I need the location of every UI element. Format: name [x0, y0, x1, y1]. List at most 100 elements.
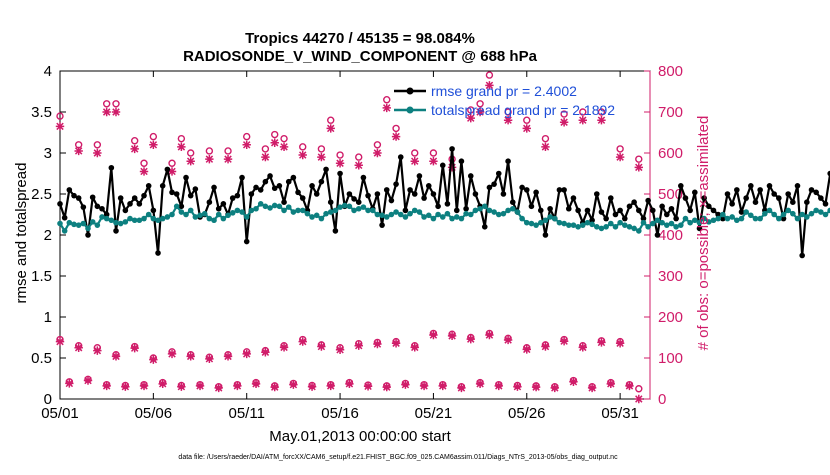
obs-assimilated-point [102, 381, 111, 391]
totalspread-point [215, 211, 222, 218]
rmse-point [388, 197, 395, 204]
totalspread-point [565, 222, 572, 228]
totalspread-point [159, 215, 166, 222]
obs-assimilated-point [242, 140, 251, 149]
obs-possible-point [485, 71, 494, 79]
totalspread-point [743, 209, 749, 215]
y-left-tick-label: 3.5 [31, 104, 52, 121]
totalspread-point [519, 215, 525, 222]
totalspread-point [748, 212, 754, 219]
obs-possible-point [224, 147, 232, 155]
rmse-point [790, 199, 796, 205]
totalspread-point [346, 203, 353, 210]
totalspread-point [650, 220, 656, 227]
obs-assimilated-point [326, 124, 335, 133]
totalspread-point [117, 220, 124, 227]
rmse-point [393, 181, 399, 187]
totalspread-point [365, 207, 371, 214]
totalspread-point [706, 219, 712, 225]
totalspread-point [211, 217, 217, 224]
obs-possible-point [56, 112, 64, 120]
obs-assimilated-point [111, 352, 121, 361]
rmse-point [486, 184, 493, 191]
rmse-point [645, 197, 651, 204]
obs-possible-point [597, 108, 606, 116]
y-right-tick-label: 0 [658, 391, 666, 408]
totalspread-point [402, 214, 409, 220]
totalspread-point [542, 217, 549, 224]
totalspread-point [766, 207, 773, 214]
obs-assimilated-point [457, 383, 466, 393]
obs-assimilated-point [466, 334, 475, 344]
totalspread-point [309, 214, 315, 220]
rmse-point [635, 207, 642, 214]
totalspread-point [607, 220, 614, 227]
totalspread-point [799, 211, 805, 218]
rmse-point [570, 195, 577, 201]
obs-assimilated-point [475, 379, 485, 389]
rmse-point [528, 203, 535, 210]
obs-assimilated-point [167, 167, 177, 176]
rmse-point [612, 211, 619, 218]
totalspread-point [80, 220, 87, 227]
rmse-point [808, 187, 815, 193]
rmse-point [239, 174, 245, 181]
rmse-point [748, 183, 754, 189]
rmse-point [519, 184, 525, 191]
rmse-point [640, 215, 647, 222]
totalspread-point [467, 211, 474, 218]
rmse-point [215, 205, 222, 212]
totalspread-point [537, 219, 544, 226]
rmse-point [813, 189, 819, 196]
rmse-point [776, 195, 782, 201]
obs-possible-point [336, 151, 344, 159]
rmse-point [523, 187, 530, 193]
obs-possible-point [467, 106, 475, 114]
totalspread-point [640, 219, 647, 226]
totalspread-point [220, 215, 227, 222]
rmse-point [827, 170, 830, 177]
rmse-point [421, 195, 427, 201]
obs-assimilated-point [550, 383, 559, 393]
rmse-point [701, 195, 707, 201]
obs-assimilated-point [373, 148, 382, 158]
totalspread-point [122, 219, 129, 225]
obs-assimilated-point [205, 154, 214, 164]
rmse-point [122, 207, 129, 214]
totalspread-point [579, 222, 586, 228]
obs-assimilated-point [634, 163, 643, 172]
rmse-point [799, 252, 805, 259]
rmse-point [542, 232, 549, 238]
totalspread-point [509, 205, 516, 212]
y-axis-right-label: # of obs: o=possible; ×=assimilated [695, 116, 712, 351]
x-tick-label: 05/01 [41, 405, 79, 422]
obs-possible-point [541, 134, 550, 143]
obs-assimilated-point [223, 352, 233, 361]
totalspread-point [187, 207, 194, 214]
rmse-point [659, 203, 665, 210]
obs-possible-point [243, 132, 251, 141]
totalspread-point [141, 215, 147, 222]
rmse-point [159, 183, 166, 189]
rmse-point [192, 186, 199, 192]
totalspread-point [804, 214, 810, 220]
x-tick-label: 05/26 [508, 405, 546, 422]
rmse-point [323, 166, 329, 173]
rmse-point [206, 199, 213, 205]
legend-marker-totalspread [406, 106, 414, 114]
rmse-point [547, 205, 553, 212]
totalspread-point [388, 211, 395, 218]
totalspread-point [785, 207, 791, 214]
obs-assimilated-point [149, 355, 158, 364]
totalspread-point [164, 214, 171, 220]
obs-assimilated-point [410, 343, 419, 352]
obs-assimilated-point [354, 341, 363, 350]
totalspread-point [61, 228, 68, 234]
rmse-point [365, 192, 371, 199]
obs-assimilated-point [251, 379, 261, 389]
rmse-point [253, 184, 259, 191]
totalspread-point [229, 210, 236, 216]
rmse-point [248, 191, 255, 197]
obs-assimilated-point [158, 379, 167, 389]
